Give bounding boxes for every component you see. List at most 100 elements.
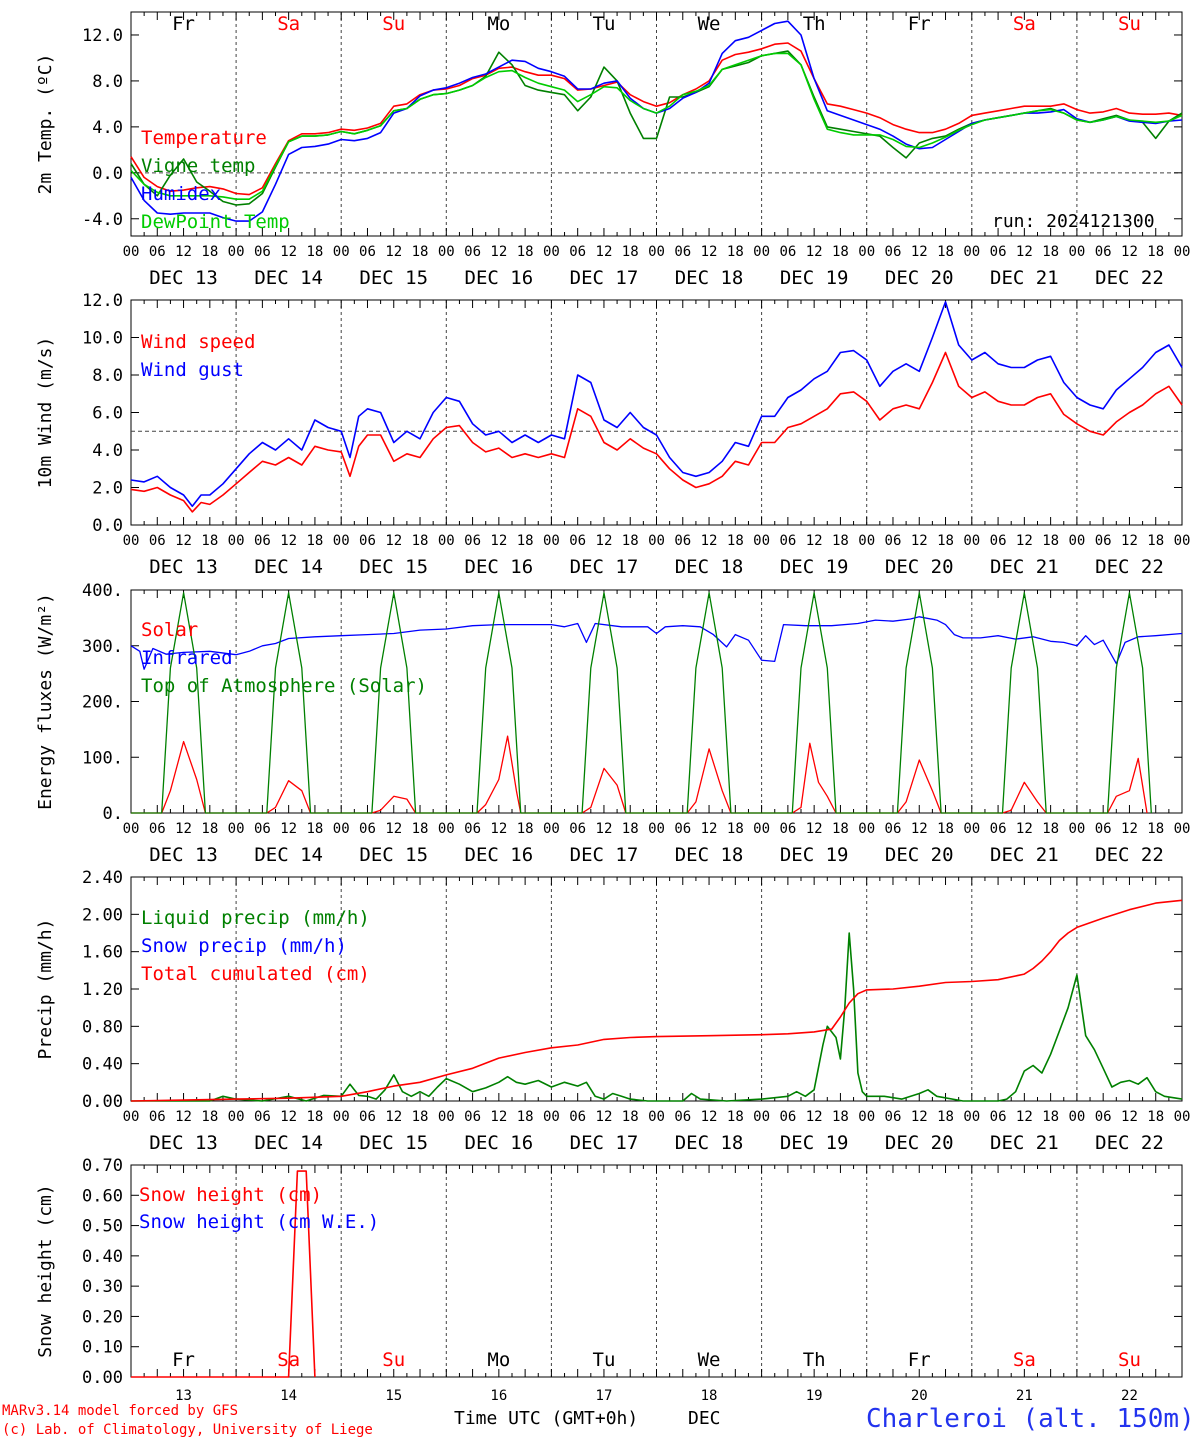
hour-tick-label: 00 (858, 244, 875, 260)
hour-tick-label: 00 (753, 533, 770, 549)
date-label: DEC 17 (570, 844, 639, 866)
hour-tick-label: 06 (149, 821, 166, 837)
series-line-top-of-atmosphere-solar- (131, 592, 1152, 814)
y-tick-label: 0.00 (82, 1368, 123, 1388)
hour-tick-label: 06 (990, 1109, 1007, 1125)
x-axis-label: Time UTC (GMT+0h) (454, 1408, 638, 1429)
hour-tick-label: 12 (490, 533, 507, 549)
hour-tick-label: 06 (149, 1109, 166, 1125)
hour-tick-label: 18 (1042, 1109, 1059, 1125)
hour-tick-label: 18 (412, 244, 429, 260)
date-label: DEC 20 (885, 556, 954, 578)
hour-tick-label: 00 (858, 821, 875, 837)
date-label: DEC 17 (570, 556, 639, 578)
hour-tick-label: 06 (1095, 244, 1112, 260)
legend-entry: Liquid precip (mm/h) (141, 907, 370, 929)
hour-tick-label: 12 (596, 1109, 613, 1125)
legend-entry: Total cumulated (cm) (141, 963, 370, 985)
x-axis-month: DEC (688, 1408, 721, 1429)
hour-tick-label: 18 (1042, 821, 1059, 837)
hour-tick-label: 12 (596, 821, 613, 837)
weekday-label: Su (1118, 1349, 1141, 1371)
hour-tick-label: 18 (937, 533, 954, 549)
hour-tick-label: 00 (963, 533, 980, 549)
hour-tick-label: 06 (779, 821, 796, 837)
y-tick-label: 0.0 (92, 516, 123, 536)
date-label: DEC 14 (254, 267, 323, 289)
weekday-label: Th (803, 1349, 826, 1371)
hour-tick-label: 12 (490, 244, 507, 260)
hour-tick-label: 12 (280, 1109, 297, 1125)
date-label: DEC 13 (149, 1132, 218, 1154)
hour-tick-label: 18 (517, 821, 534, 837)
hour-tick-label: 06 (569, 533, 586, 549)
hour-tick-label: 06 (254, 1109, 271, 1125)
hour-tick-label: 18 (937, 1109, 954, 1125)
y-tick-label: -4.0 (82, 210, 123, 230)
model-credit: MARv3.14 model forced by GFS (2, 1403, 238, 1419)
date-label: DEC 22 (1095, 844, 1164, 866)
hour-tick-label: 12 (701, 244, 718, 260)
y-tick-label: 0.40 (82, 1247, 123, 1267)
y-tick-label: 4.0 (92, 441, 123, 461)
y-tick-label: 0.30 (82, 1277, 123, 1297)
hour-tick-label: 18 (306, 244, 323, 260)
hour-tick-label: 12 (701, 533, 718, 549)
hour-tick-label: 18 (727, 821, 744, 837)
hour-tick-label: 12 (911, 244, 928, 260)
date-label: DEC 16 (465, 844, 534, 866)
hour-tick-label: 00 (228, 533, 245, 549)
date-label: DEC 20 (885, 1132, 954, 1154)
series-line-infrared (130, 616, 1183, 670)
y-tick-label: 1.60 (82, 943, 123, 963)
hour-tick-label: 12 (806, 244, 823, 260)
hour-tick-label: 18 (517, 533, 534, 549)
hour-tick-label: 00 (438, 821, 455, 837)
weekday-label: We (698, 13, 721, 35)
hour-tick-label: 06 (359, 821, 376, 837)
date-label: DEC 20 (885, 844, 954, 866)
date-label: DEC 22 (1095, 556, 1164, 578)
hour-tick-label: 12 (175, 244, 192, 260)
hour-tick-label: 06 (885, 244, 902, 260)
hour-tick-label: 18 (1147, 1109, 1164, 1125)
hour-tick-label: 00 (963, 244, 980, 260)
hour-tick-label: 18 (201, 533, 218, 549)
hour-tick-label: 12 (806, 821, 823, 837)
panel-4 (130, 876, 1183, 1102)
date-label: DEC 18 (675, 267, 744, 289)
y-tick-label: 0.20 (82, 1307, 123, 1327)
hour-tick-label: 00 (753, 821, 770, 837)
date-label: DEC 18 (675, 1132, 744, 1154)
hour-tick-label: 06 (464, 821, 481, 837)
y-tick-label: 1.20 (82, 980, 123, 1000)
y-tick-label: 0.50 (82, 1217, 123, 1237)
hour-tick-label: 12 (280, 533, 297, 549)
y-tick-label: 0.0 (92, 164, 123, 184)
hour-tick-label: 00 (963, 821, 980, 837)
date-label: DEC 15 (359, 844, 428, 866)
panel-1 (130, 11, 1183, 237)
hour-tick-label: 18 (937, 244, 954, 260)
hour-tick-label: 18 (1147, 244, 1164, 260)
hour-tick-label: 18 (832, 533, 849, 549)
weekday-label: Tu (593, 13, 616, 35)
hour-tick-label: 00 (438, 244, 455, 260)
weekday-label: Mo (487, 1349, 510, 1371)
legend-entry: Top of Atmosphere (Solar) (141, 675, 427, 697)
hour-tick-label: 00 (543, 1109, 560, 1125)
hour-tick-label: 06 (149, 244, 166, 260)
day-number-label: 14 (280, 1388, 297, 1404)
hour-tick-label: 00 (333, 533, 350, 549)
hour-tick-label: 12 (911, 821, 928, 837)
panel-5 (130, 1164, 1183, 1378)
hour-tick-label: 12 (1121, 821, 1138, 837)
day-number-label: 13 (175, 1388, 192, 1404)
hour-tick-label: 06 (885, 821, 902, 837)
hour-tick-label: 06 (885, 1109, 902, 1125)
weekday-label: We (698, 1349, 721, 1371)
hour-tick-label: 00 (333, 244, 350, 260)
y-tick-label: 200. (82, 693, 123, 713)
panel-3 (130, 589, 1183, 814)
hour-tick-label: 06 (254, 533, 271, 549)
